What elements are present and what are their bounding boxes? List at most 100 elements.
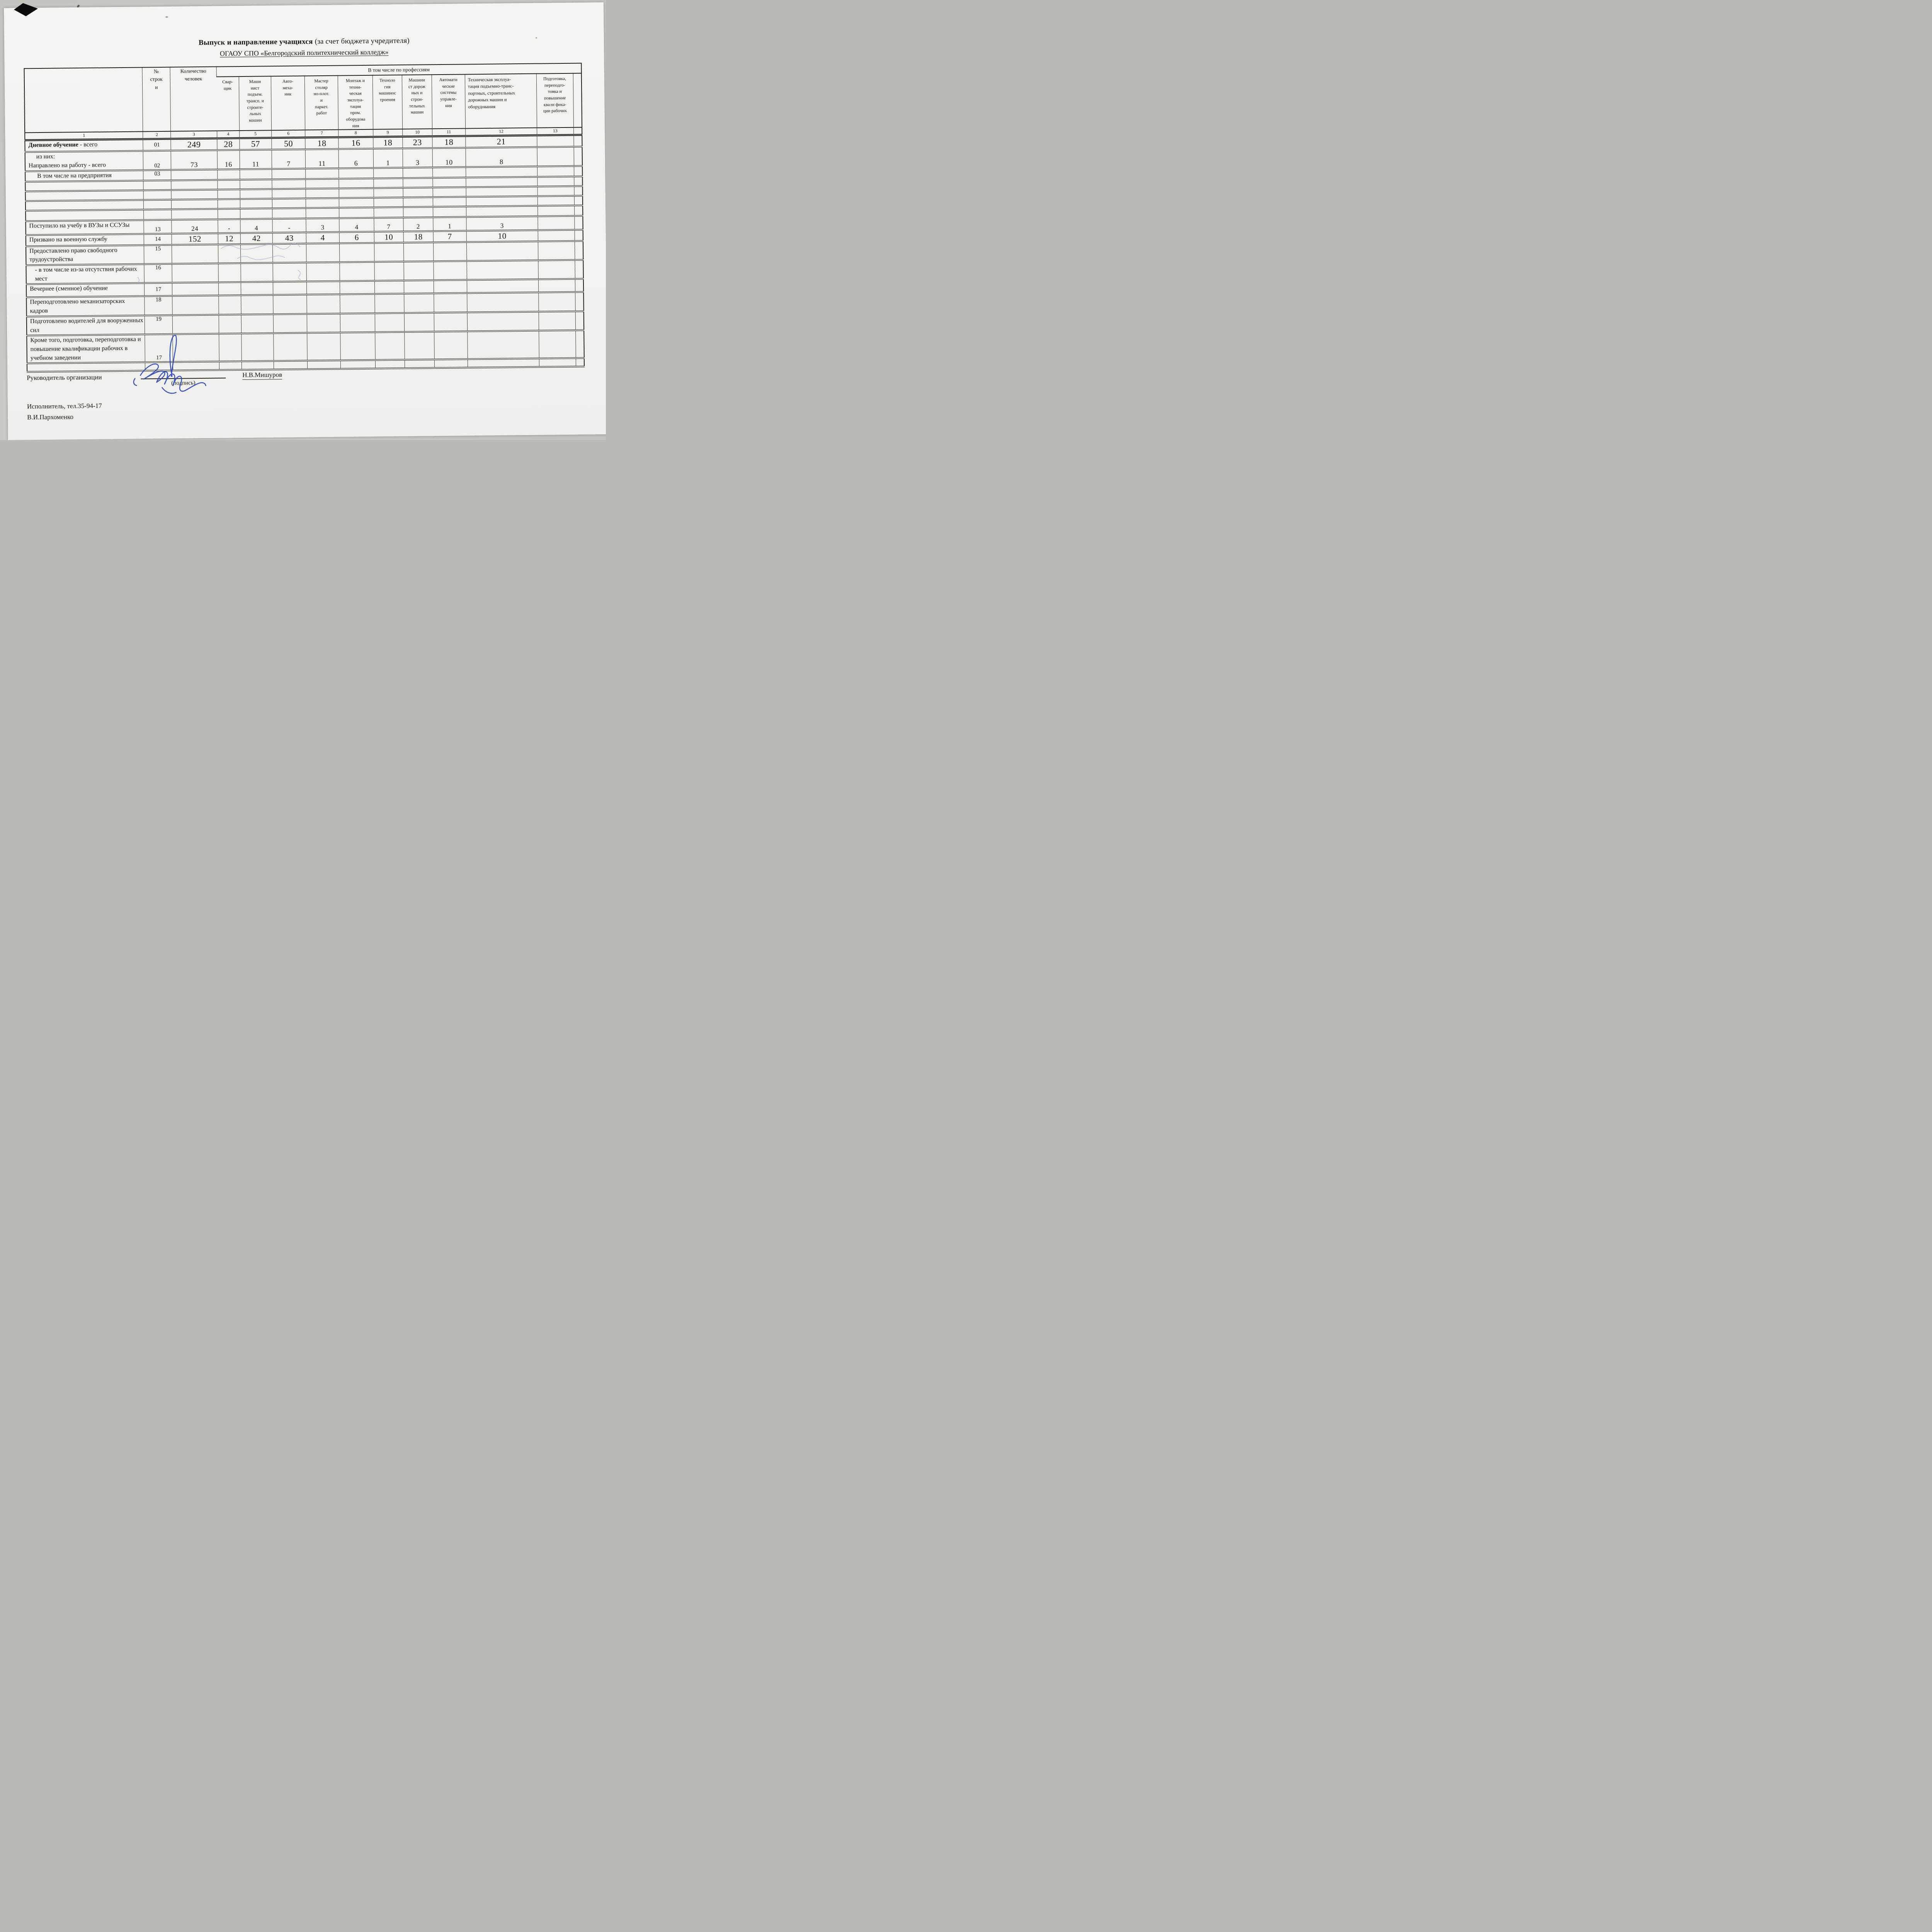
data-cell: 4 <box>240 218 273 233</box>
data-cell <box>538 260 575 280</box>
row-label <box>25 180 144 191</box>
row-narrow-cell <box>574 205 583 216</box>
header-profession-cell: Техническая эксплуа- тация подъемно-тран… <box>465 73 537 129</box>
table-row: Кроме того, подготовка, переподготовка и… <box>27 330 584 364</box>
row-label <box>26 209 144 221</box>
data-cell <box>537 205 575 216</box>
data-cell: 3 <box>403 148 433 168</box>
row-label: Переподготовлено механизаторских кадров <box>26 296 145 317</box>
data-cell <box>272 188 306 199</box>
data-cell <box>305 188 339 198</box>
data-cell <box>433 280 467 294</box>
row-number: 15 <box>144 245 172 264</box>
header-count-column: Количество человек <box>170 66 217 132</box>
column-number-cell: 11 <box>432 128 466 137</box>
row-narrow-cell <box>575 292 584 311</box>
header-profession-cell: Маши нист подъем. трансп. и строите- льн… <box>238 76 272 131</box>
row-number: 02 <box>143 151 171 170</box>
data-cell <box>404 332 434 360</box>
data-cell <box>340 313 375 333</box>
data-cell: 10 <box>466 230 538 242</box>
row-label: из них: Направлено на работу - всего <box>25 151 143 172</box>
page-title-rest: (за счет бюджета учредителя) <box>313 36 410 46</box>
row-label-text: Поступило на учебу в ВУЗы и ССУЗы <box>29 221 130 229</box>
header-profession-cell: Свар- щик <box>216 77 240 131</box>
data-cell <box>273 333 308 361</box>
row-number: 13 <box>144 219 172 234</box>
handwritten-signature <box>133 334 206 394</box>
header-profession-cell: Подготовка, переподго- товка и повышение… <box>536 73 574 128</box>
row-label-pre: из них: <box>36 153 55 160</box>
data-cell: 8 <box>466 147 537 167</box>
row-label-bold: Дневное обучение <box>28 141 78 149</box>
data-cell <box>172 296 219 315</box>
data-cell <box>404 280 434 294</box>
head-of-organization-label: Руководитель организации <box>27 373 102 382</box>
data-cell <box>374 242 404 262</box>
data-cell: 12 <box>218 233 241 245</box>
data-cell <box>273 281 307 295</box>
data-cell <box>373 187 403 198</box>
row-narrow-cell <box>575 241 583 260</box>
header-profession-cell: Машини ст дорож ных и строи- тельных маш… <box>402 75 432 129</box>
row-number <box>143 199 172 209</box>
data-cell: 6 <box>339 231 374 243</box>
data-cell <box>374 207 403 218</box>
data-cell <box>403 206 433 218</box>
header-row-number-column: № строк и <box>142 67 171 132</box>
row-number: 03 <box>143 170 172 180</box>
data-cell <box>537 196 575 206</box>
data-cell <box>403 197 433 207</box>
data-cell <box>538 292 575 312</box>
row-number: 14 <box>144 233 172 245</box>
data-cell <box>219 314 242 334</box>
data-cell: 3 <box>466 216 538 231</box>
data-cell <box>537 135 574 148</box>
data-cell <box>373 167 403 179</box>
data-cell <box>467 330 539 359</box>
data-cell: 152 <box>172 233 218 245</box>
data-cell: 24 <box>172 219 218 234</box>
column-number-cell: 6 <box>271 130 305 138</box>
data-cell <box>171 169 218 180</box>
data-cell <box>217 179 240 190</box>
data-cell: 10 <box>432 148 466 168</box>
data-cell <box>273 294 307 315</box>
data-cell <box>218 295 241 315</box>
data-cell <box>374 313 405 332</box>
row-label-text: Предоставлено право свободного трудоустр… <box>29 247 117 263</box>
data-cell <box>340 360 376 369</box>
column-number-cell: 3 <box>170 131 217 139</box>
scan-speck <box>165 16 168 18</box>
row-label: Поступило на учебу в ВУЗы и ССУЗы <box>26 219 144 235</box>
column-number-cell: 7 <box>305 129 339 138</box>
row-label: Вечернее (сменное) обучение <box>26 283 145 298</box>
data-cell <box>374 197 403 207</box>
data-cell <box>537 147 574 167</box>
data-cell <box>539 330 576 359</box>
data-cell <box>373 178 403 188</box>
row-label <box>25 190 144 201</box>
data-cell <box>405 359 435 369</box>
data-cell: 4 <box>339 218 374 232</box>
row-label: Призвано на военную службу <box>26 233 144 246</box>
data-cell <box>172 263 219 283</box>
data-cell <box>272 243 306 263</box>
data-cell: 43 <box>272 232 306 244</box>
row-narrow-cell <box>574 166 583 177</box>
data-cell <box>240 189 272 199</box>
data-cell: 11 <box>239 150 272 169</box>
head-name: Н.В.Мишуров <box>242 371 282 380</box>
row-number: 17 <box>144 283 173 296</box>
executor-phone: Исполнитель, тел.35-94-17 <box>27 402 102 410</box>
data-cell <box>306 294 340 314</box>
data-cell <box>403 177 433 188</box>
data-cell <box>537 230 575 242</box>
data-cell <box>403 167 433 178</box>
data-cell <box>467 279 539 293</box>
data-cell <box>403 187 433 197</box>
row-label-text: Переподготовлено механизаторских кадров <box>30 298 125 315</box>
data-cell <box>434 331 468 360</box>
data-cell <box>434 293 468 313</box>
header-narrow-cell <box>573 73 582 128</box>
